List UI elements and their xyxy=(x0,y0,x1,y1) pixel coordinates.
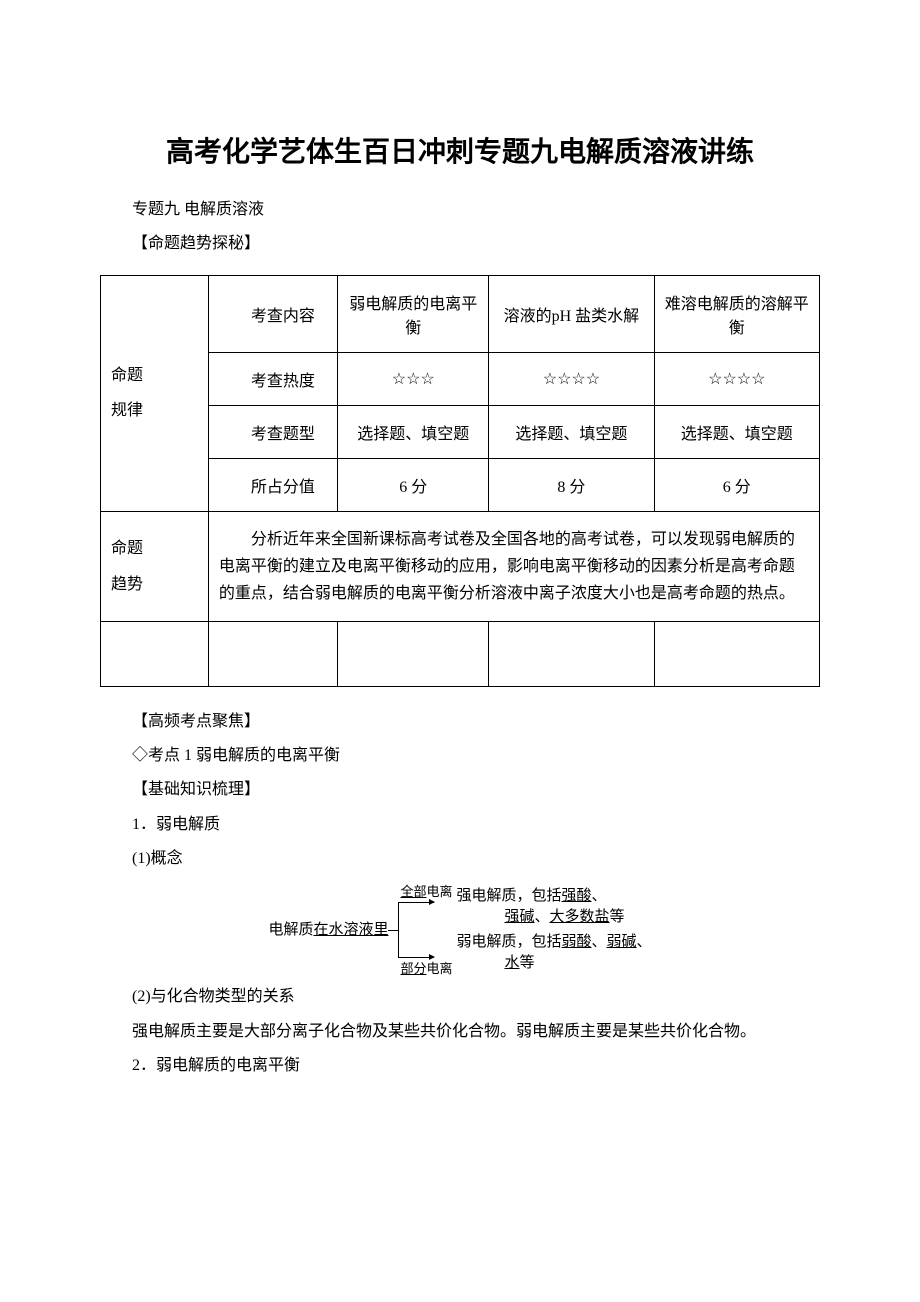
subtitle: 专题九 电解质溶液 xyxy=(100,195,820,225)
cell: 难溶电解质的溶解平衡 xyxy=(654,275,819,352)
cell xyxy=(489,622,654,686)
section-heading-freq: 【高频考点聚焦】 xyxy=(100,707,820,737)
table-row-empty xyxy=(101,622,820,686)
cell: ☆☆☆ xyxy=(338,352,489,405)
p1-1: (1)概念 xyxy=(100,844,820,874)
cell: ☆☆☆☆ xyxy=(489,352,654,405)
diagram-root: 电解质 xyxy=(268,919,313,942)
top-sub-u1: 强碱 xyxy=(504,909,534,925)
cell: 考查内容 xyxy=(208,275,337,352)
cell: 选择题、填空题 xyxy=(654,405,819,458)
bot-sub-u: 水 xyxy=(504,955,519,971)
table-row: 考查题型 选择题、填空题 选择题、填空题 选择题、填空题 xyxy=(101,405,820,458)
top-line2: 、 xyxy=(592,888,607,904)
branch-stack: 强电解质，包括强酸、 强碱、大多数盐等 弱电解质，包括弱酸、弱碱、 水等 xyxy=(456,886,651,974)
cell: 考查题型 xyxy=(208,405,337,458)
split-arrow: 全部电离 部分电离 xyxy=(388,890,438,970)
point-1: ◇考点 1 弱电解质的电离平衡 xyxy=(100,741,820,771)
document-page: 高考化学艺体生百日冲刺专题九电解质溶液讲练 专题九 电解质溶液 【命题趋势探秘】… xyxy=(0,0,920,1146)
cell: 溶液的pH 盐类水解 xyxy=(489,275,654,352)
section-heading-trend: 【命题趋势探秘】 xyxy=(100,229,820,259)
diagram-inner: 电解质 在水溶液里 全部电离 部分电离 xyxy=(268,886,651,974)
diagram-row: 电解质 在水溶液里 全部电离 部分电离 xyxy=(268,886,651,974)
p2: 2．弱电解质的电离平衡 xyxy=(100,1051,820,1081)
p1-2-text: 强电解质主要是大部分离子化合物及某些共价化合物。弱电解质主要是某些共价化合物。 xyxy=(100,1017,820,1047)
cell: 8 分 xyxy=(489,458,654,511)
top-line1: 强电解质，包括 xyxy=(456,888,561,904)
branch-bot: 弱电解质，包括弱酸、弱碱、 水等 xyxy=(456,932,651,974)
top-sub-end: 等 xyxy=(610,909,625,925)
row-label-trend: 命题 趋势 xyxy=(101,511,209,622)
top-label-u: 全部 xyxy=(400,884,426,899)
bot-u1: 弱酸 xyxy=(561,934,591,950)
cell: 选择题、填空题 xyxy=(489,405,654,458)
diagram-left: 电解质 在水溶液里 xyxy=(268,919,388,942)
split-label-top: 全部电离 xyxy=(400,882,452,902)
cell xyxy=(101,622,209,686)
bot-u2: 弱碱 xyxy=(607,934,637,950)
diagram-root-label: 在水溶液里 xyxy=(313,919,388,942)
cell: 考查热度 xyxy=(208,352,337,405)
trend-text: 分析近年来全国新课标高考试卷及全国各地的高考试卷，可以发现弱电解质的电离平衡的建… xyxy=(208,511,819,622)
bot-label-u: 部分 xyxy=(400,961,426,976)
top-label-rest: 电离 xyxy=(426,884,452,899)
row-label-rules: 命题 规律 xyxy=(101,275,209,511)
cell xyxy=(654,622,819,686)
bot-label-rest: 电离 xyxy=(426,961,452,976)
cell: 所占分值 xyxy=(208,458,337,511)
top-sub-u2: 大多数盐 xyxy=(550,909,610,925)
bot-end: 、 xyxy=(637,934,652,950)
cell: 选择题、填空题 xyxy=(338,405,489,458)
cell: 6 分 xyxy=(338,458,489,511)
cell: ☆☆☆☆ xyxy=(654,352,819,405)
table-row: 考查热度 ☆☆☆ ☆☆☆☆ ☆☆☆☆ xyxy=(101,352,820,405)
cell xyxy=(208,622,337,686)
table-row: 命题 规律 考查内容 弱电解质的电离平衡 溶液的pH 盐类水解 难溶电解质的溶解… xyxy=(101,275,820,352)
p1-2: (2)与化合物类型的关系 xyxy=(100,982,820,1012)
page-title: 高考化学艺体生百日冲刺专题九电解质溶液讲练 xyxy=(100,130,820,170)
cell xyxy=(338,622,489,686)
bot-sub-end: 等 xyxy=(519,955,534,971)
top-sub-mid: 、 xyxy=(534,909,549,925)
bot-mid: 、 xyxy=(592,934,607,950)
top-u1: 强酸 xyxy=(561,888,591,904)
cell: 6 分 xyxy=(654,458,819,511)
section-heading-basic: 【基础知识梳理】 xyxy=(100,775,820,805)
bot-line1: 弱电解质，包括 xyxy=(456,934,561,950)
cell: 弱电解质的电离平衡 xyxy=(338,275,489,352)
topic-table: 命题 规律 考查内容 弱电解质的电离平衡 溶液的pH 盐类水解 难溶电解质的溶解… xyxy=(100,275,820,687)
table-row: 所占分值 6 分 8 分 6 分 xyxy=(101,458,820,511)
table-row: 命题 趋势 分析近年来全国新课标高考试卷及全国各地的高考试卷，可以发现弱电解质的… xyxy=(101,511,820,622)
split-label-bot: 部分电离 xyxy=(400,959,452,979)
concept-diagram: 电解质 在水溶液里 全部电离 部分电离 xyxy=(100,886,820,974)
branch-top: 强电解质，包括强酸、 强碱、大多数盐等 xyxy=(456,886,651,928)
p1: 1．弱电解质 xyxy=(100,810,820,840)
